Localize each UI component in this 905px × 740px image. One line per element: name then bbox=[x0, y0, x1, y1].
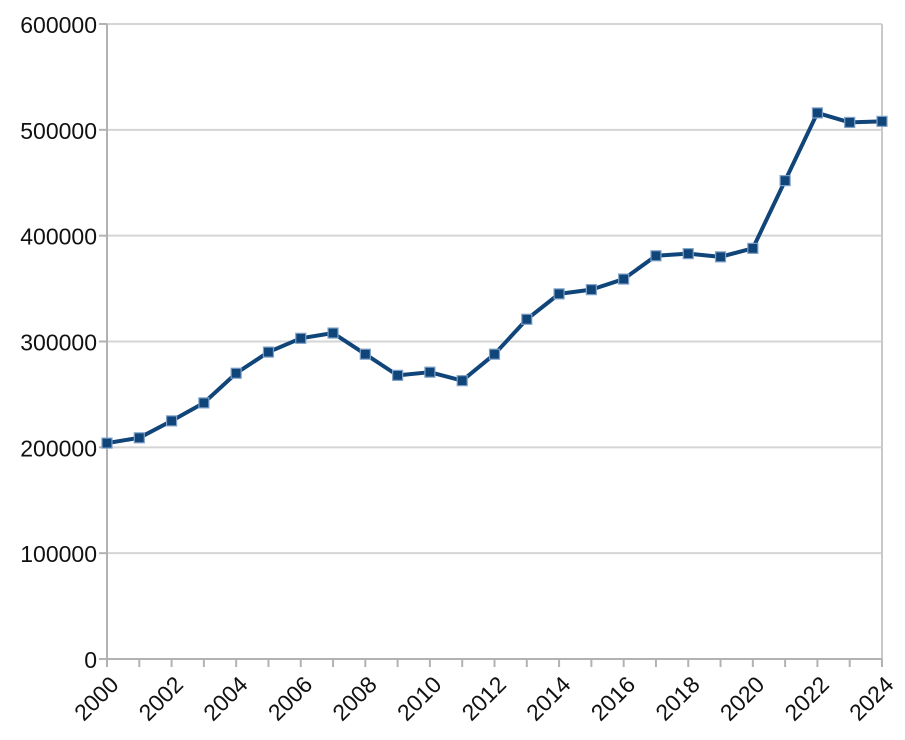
x-tick-label: 2014 bbox=[521, 671, 576, 726]
x-tick-label: 2022 bbox=[779, 671, 834, 726]
x-tick-label: 2008 bbox=[327, 671, 382, 726]
data-point-marker bbox=[585, 284, 597, 296]
data-series-line bbox=[105, 110, 884, 446]
x-tick-label: 2004 bbox=[198, 671, 253, 726]
x-tick-label: 2016 bbox=[586, 671, 641, 726]
y-tick-label: 400000 bbox=[20, 224, 97, 250]
data-point-marker bbox=[165, 415, 178, 427]
x-tick-label: 2024 bbox=[844, 671, 899, 726]
y-tick-label: 0 bbox=[84, 647, 97, 673]
y-tick-label: 100000 bbox=[20, 541, 97, 567]
x-tick-label: 2010 bbox=[392, 671, 447, 726]
data-point-marker bbox=[876, 115, 888, 127]
data-point-marker bbox=[230, 367, 242, 379]
x-tick-label: 2002 bbox=[134, 671, 189, 726]
data-point-marker bbox=[779, 175, 791, 187]
data-point-marker bbox=[133, 432, 145, 444]
x-tick-label: 2006 bbox=[263, 671, 318, 726]
data-point-marker bbox=[521, 313, 533, 325]
y-tick-label: 300000 bbox=[20, 330, 97, 356]
data-point-marker bbox=[295, 332, 307, 344]
data-point-marker bbox=[844, 116, 856, 129]
data-point-marker bbox=[198, 397, 210, 409]
y-tick-label: 600000 bbox=[20, 12, 97, 38]
x-tick-label: 2000 bbox=[69, 671, 124, 726]
x-tick-label: 2020 bbox=[715, 671, 770, 726]
data-point-marker bbox=[488, 348, 501, 360]
data-point-marker bbox=[811, 107, 824, 119]
data-point-marker bbox=[456, 375, 468, 387]
data-point-marker bbox=[262, 346, 275, 358]
data-point-marker bbox=[682, 248, 694, 260]
data-point-marker bbox=[553, 288, 565, 300]
x-tick-label: 2012 bbox=[456, 671, 511, 726]
y-tick-label: 500000 bbox=[20, 118, 97, 144]
data-point-marker bbox=[618, 273, 630, 285]
data-point-marker bbox=[101, 437, 113, 449]
data-point-marker bbox=[327, 327, 339, 339]
x-tick-label: 2018 bbox=[650, 671, 705, 726]
data-point-marker bbox=[359, 348, 371, 360]
data-point-marker bbox=[392, 369, 404, 381]
y-tick-label: 200000 bbox=[20, 435, 97, 461]
data-point-marker bbox=[714, 251, 727, 263]
data-point-marker bbox=[747, 242, 759, 254]
data-point-marker bbox=[650, 250, 662, 262]
data-point-marker bbox=[424, 366, 436, 378]
